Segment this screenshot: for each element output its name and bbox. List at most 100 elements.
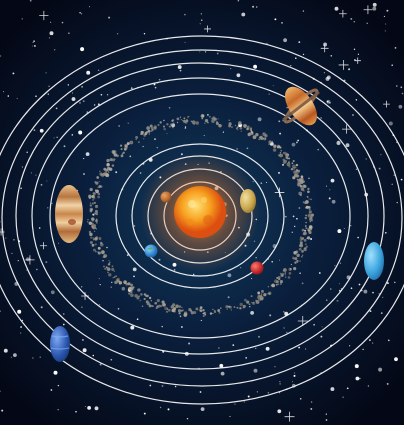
star: [321, 326, 323, 328]
asteroid: [250, 129, 253, 132]
asteroid: [293, 266, 297, 271]
star: [394, 357, 398, 362]
star: [149, 384, 152, 387]
asteroid: [156, 299, 160, 303]
asteroid: [201, 114, 205, 117]
asteroid: [168, 125, 171, 128]
asteroid: [113, 270, 115, 272]
asteroid: [96, 218, 98, 220]
star: [336, 141, 341, 145]
asteroid: [286, 162, 291, 167]
asteroid: [108, 261, 111, 264]
asteroid: [178, 312, 181, 315]
asteroid: [148, 296, 152, 300]
star: [378, 293, 380, 295]
asteroid: [295, 250, 299, 254]
asteroid: [163, 303, 166, 306]
star: [81, 286, 83, 288]
asteroid: [97, 246, 101, 250]
neptune: [50, 326, 70, 362]
asteroid: [305, 221, 307, 224]
star: [380, 312, 383, 314]
star: [282, 164, 284, 166]
star: [86, 70, 91, 75]
asteroid: [299, 260, 301, 262]
star: [243, 401, 246, 403]
asteroid: [155, 307, 158, 310]
asteroid: [104, 268, 106, 270]
star: [158, 258, 161, 261]
asteroid: [150, 300, 153, 302]
asteroid: [152, 305, 154, 308]
star: [108, 16, 111, 19]
asteroid: [114, 280, 118, 285]
star: [293, 374, 296, 377]
star: [298, 207, 301, 209]
star: [116, 33, 119, 35]
asteroid: [146, 302, 150, 306]
star: [255, 6, 258, 8]
asteroid: [98, 181, 100, 183]
asteroid: [145, 131, 149, 134]
star: [313, 323, 315, 326]
star: [400, 86, 403, 89]
star: [329, 189, 331, 191]
star: [339, 262, 342, 264]
star: [278, 120, 281, 123]
asteroid: [95, 189, 99, 194]
asteroid: [267, 285, 270, 288]
star: [94, 406, 99, 411]
asteroid: [239, 126, 243, 130]
star: [330, 55, 333, 57]
asteroid: [246, 127, 249, 131]
sparkle-star: [338, 59, 349, 70]
star: [177, 65, 182, 70]
asteroid: [237, 128, 239, 131]
star: [355, 168, 358, 170]
star: [67, 84, 69, 86]
asteroid: [240, 130, 242, 132]
star: [143, 412, 146, 415]
star: [272, 84, 274, 86]
asteroid: [275, 283, 278, 286]
asteroid: [177, 309, 182, 313]
star: [255, 257, 257, 259]
asteroid: [310, 215, 313, 218]
asteroid: [100, 250, 105, 254]
asteroid: [228, 124, 232, 128]
asteroid: [244, 298, 247, 302]
asteroid: [217, 309, 221, 312]
star: [29, 0, 32, 2]
asteroid: [184, 313, 188, 316]
asteroid: [218, 311, 221, 314]
asteroid: [201, 117, 204, 120]
asteroid: [149, 124, 153, 128]
asteroid: [287, 276, 291, 279]
asteroid: [279, 282, 282, 285]
asteroid: [93, 238, 95, 241]
star: [158, 78, 161, 81]
star: [53, 48, 56, 51]
mars: [250, 261, 264, 275]
star: [98, 304, 101, 306]
star: [294, 372, 296, 374]
star: [396, 201, 398, 204]
asteroid: [243, 124, 247, 128]
star: [380, 154, 382, 156]
asteroid: [207, 121, 209, 124]
star: [219, 363, 224, 368]
star: [398, 104, 403, 109]
asteroid: [108, 273, 112, 277]
star: [36, 268, 38, 271]
asteroid: [120, 148, 123, 151]
asteroid: [113, 158, 116, 161]
star: [143, 32, 146, 35]
asteroid: [130, 283, 133, 287]
star: [378, 167, 381, 170]
asteroid: [268, 140, 272, 144]
asteroid: [190, 311, 194, 315]
star: [394, 281, 396, 284]
asteroid: [111, 265, 114, 268]
asteroid: [298, 191, 303, 196]
star: [93, 104, 96, 106]
